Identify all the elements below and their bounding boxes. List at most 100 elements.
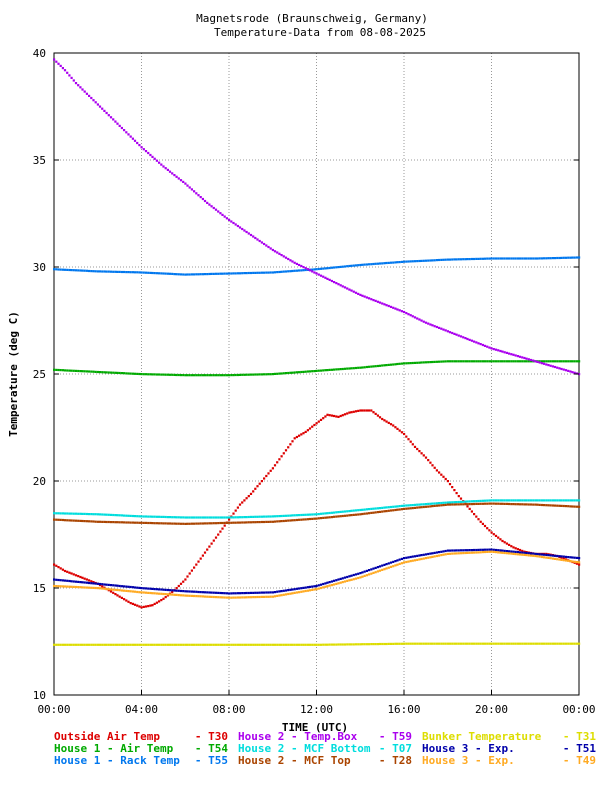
- data-point: [223, 516, 226, 519]
- data-point: [254, 373, 257, 376]
- data-point: [77, 575, 80, 578]
- data-point: [118, 124, 121, 127]
- data-point: [208, 591, 211, 594]
- data-point: [265, 515, 268, 518]
- data-point: [280, 514, 283, 518]
- data-point: [83, 581, 86, 584]
- data-point: [483, 524, 487, 528]
- data-point: [295, 269, 298, 272]
- data-point: [422, 642, 425, 645]
- data-point: [418, 506, 421, 509]
- data-point: [72, 79, 75, 82]
- data-point: [359, 263, 362, 267]
- data-point: [567, 559, 570, 562]
- data-point: [470, 642, 473, 645]
- data-point: [381, 417, 384, 421]
- data-point: [96, 270, 99, 273]
- data-point: [81, 512, 84, 515]
- data-point: [249, 233, 253, 237]
- data-point: [278, 458, 281, 461]
- data-point: [352, 509, 355, 512]
- data-point: [184, 273, 187, 276]
- data-point: [120, 270, 123, 274]
- data-point: [221, 272, 224, 275]
- data-point: [208, 272, 211, 276]
- data-point: [120, 596, 123, 599]
- data-point: [466, 337, 469, 341]
- data-point: [188, 186, 191, 189]
- data-point: [392, 306, 395, 309]
- data-point: [92, 270, 95, 273]
- data-point: [166, 168, 169, 171]
- data-point: [322, 586, 325, 589]
- data-point: [483, 502, 487, 505]
- data-point: [201, 197, 204, 201]
- data-point: [372, 507, 375, 510]
- data-point: [571, 642, 574, 645]
- data-point: [497, 549, 500, 552]
- data-point: [61, 67, 64, 70]
- data-point: [105, 371, 108, 374]
- data-point: [136, 590, 139, 594]
- data-point: [313, 643, 316, 646]
- data-point: [346, 514, 349, 517]
- data-point: [549, 364, 552, 367]
- data-point: [394, 560, 397, 563]
- data-point: [112, 270, 115, 273]
- data-point: [529, 360, 533, 363]
- data-point: [389, 423, 393, 426]
- series-7: [53, 548, 581, 595]
- data-point: [368, 573, 371, 576]
- data-point: [553, 499, 557, 502]
- data-point: [405, 560, 408, 564]
- data-point: [164, 272, 167, 275]
- data-point: [403, 561, 406, 564]
- data-point: [328, 511, 331, 515]
- data-point: [186, 374, 189, 377]
- data-point: [118, 270, 121, 273]
- data-point: [468, 338, 471, 341]
- data-point: [96, 643, 99, 646]
- data-point: [411, 555, 414, 558]
- data-point: [571, 371, 574, 374]
- data-point: [372, 365, 375, 368]
- data-point: [343, 580, 347, 583]
- data-point: [79, 512, 82, 515]
- data-point: [131, 372, 134, 375]
- data-point: [295, 435, 298, 439]
- data-point: [96, 587, 99, 590]
- data-point: [293, 588, 296, 591]
- data-point: [418, 554, 421, 557]
- data-point: [359, 366, 362, 369]
- data-point: [333, 511, 336, 514]
- data-point: [420, 452, 423, 455]
- data-point: [284, 514, 288, 517]
- data-point: [553, 642, 557, 645]
- data-point: [553, 257, 557, 260]
- data-point: [61, 568, 64, 571]
- data-point: [575, 562, 578, 565]
- data-point: [503, 351, 506, 354]
- data-point: [238, 226, 242, 229]
- data-point: [534, 360, 537, 363]
- data-point: [149, 521, 152, 525]
- data-point: [282, 593, 285, 596]
- data-point: [232, 374, 235, 377]
- data-point: [74, 369, 78, 372]
- data-point: [230, 272, 233, 275]
- data-point: [427, 505, 430, 508]
- data-point: [516, 551, 519, 554]
- data-point: [291, 514, 294, 517]
- data-point: [210, 522, 213, 525]
- data-point: [455, 501, 458, 504]
- data-point: [536, 360, 539, 363]
- data-point: [411, 559, 414, 562]
- data-point: [243, 592, 246, 595]
- data-point: [179, 594, 183, 597]
- data-point: [573, 642, 576, 645]
- data-point: [573, 371, 576, 374]
- data-point: [195, 522, 198, 525]
- data-point: [409, 362, 412, 365]
- data-point: [319, 267, 323, 270]
- series-6: [53, 642, 581, 646]
